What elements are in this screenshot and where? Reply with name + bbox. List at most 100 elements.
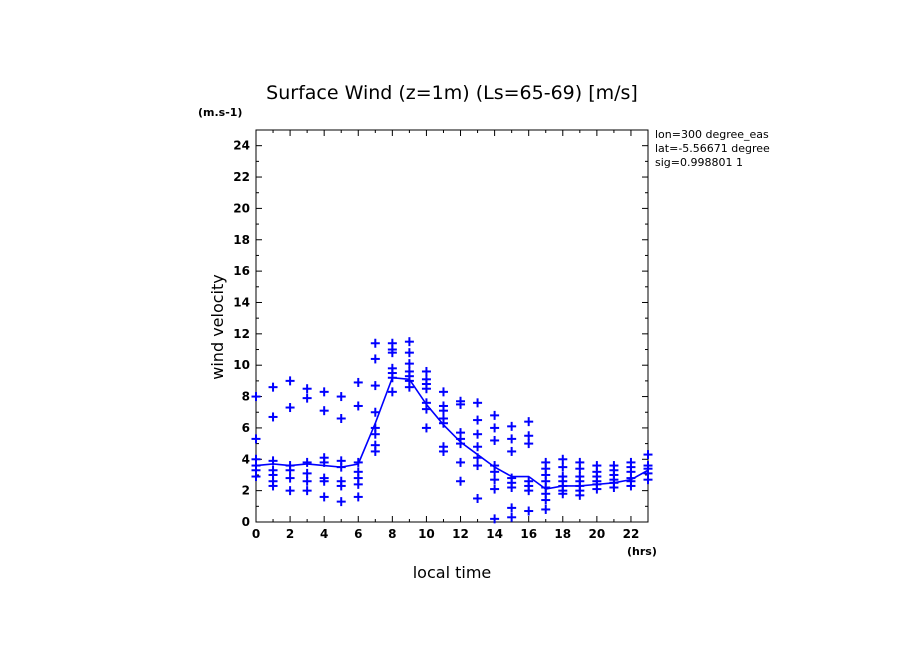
scatter-point xyxy=(507,446,517,456)
scatter-point xyxy=(473,461,483,471)
scatter-point xyxy=(490,467,500,477)
scatter-point xyxy=(609,483,619,493)
scatter-point xyxy=(268,382,278,392)
scatter-point xyxy=(302,384,312,394)
scatter-point xyxy=(404,359,414,369)
scatter-point xyxy=(421,423,431,433)
y-tick-label: 8 xyxy=(242,390,250,404)
y-tick-label: 12 xyxy=(233,327,250,341)
annotation-lat: lat=-5.56671 degree xyxy=(655,142,770,155)
scatter-point xyxy=(438,406,448,416)
scatter-point xyxy=(541,504,551,514)
scatter-point xyxy=(456,476,466,486)
scatter-point xyxy=(319,406,329,416)
scatter-point xyxy=(268,481,278,491)
x-tick-label: 0 xyxy=(252,527,260,541)
scatter-point xyxy=(251,392,261,402)
scatter-point xyxy=(353,479,363,489)
scatter-point xyxy=(387,387,397,397)
scatter-point xyxy=(319,387,329,397)
scatter-point xyxy=(490,484,500,494)
mean-line xyxy=(255,376,649,490)
scatter-point xyxy=(251,472,261,482)
y-axis-title: wind velocity xyxy=(208,274,227,379)
y-tick-label: 14 xyxy=(233,295,250,309)
y-tick-label: 20 xyxy=(233,201,250,215)
scatter-point xyxy=(558,454,568,464)
scatter-point xyxy=(524,506,534,516)
scatter-point xyxy=(507,434,517,444)
x-tick-label: 22 xyxy=(623,527,640,541)
scatter-point xyxy=(302,486,312,496)
x-unit-label: (hrs) xyxy=(627,545,657,558)
scatter-point xyxy=(558,462,568,472)
scatter-point xyxy=(575,464,585,474)
scatter-point xyxy=(507,483,517,493)
x-axis-title: local time xyxy=(413,563,492,582)
x-tick-label: 10 xyxy=(418,527,435,541)
scatter-point xyxy=(524,431,534,441)
scatter-point xyxy=(353,377,363,387)
scatter-point xyxy=(353,492,363,502)
scatter-point xyxy=(507,512,517,522)
scatter-point xyxy=(404,337,414,347)
scatter-point xyxy=(490,475,500,485)
scatter-point xyxy=(541,495,551,505)
scatter-point xyxy=(336,414,346,424)
scatter-point xyxy=(473,493,483,503)
chart-title: Surface Wind (z=1m) (Ls=65-69) [m/s] xyxy=(266,82,638,104)
scatter-point xyxy=(404,382,414,392)
scatter-point xyxy=(370,338,380,348)
scatter-point xyxy=(524,417,534,427)
plot-frame xyxy=(255,129,649,523)
x-tick-label: 6 xyxy=(354,527,362,541)
x-tick-label: 2 xyxy=(286,527,294,541)
scatter-point xyxy=(438,446,448,456)
scatter-point xyxy=(336,392,346,402)
data-layer xyxy=(251,337,653,524)
scatter-point xyxy=(456,399,466,409)
scatter-point xyxy=(421,366,431,376)
scatter-point xyxy=(370,446,380,456)
annotation-sig: sig=0.998801 1 xyxy=(655,156,743,169)
scatter-point xyxy=(524,439,534,449)
scatter-point xyxy=(387,348,397,358)
scatter-point xyxy=(473,442,483,452)
x-tick-label: 20 xyxy=(589,527,606,541)
scatter-point xyxy=(302,476,312,486)
y-tick-label: 6 xyxy=(242,421,250,435)
scatter-point xyxy=(302,457,312,467)
scatter-point xyxy=(473,415,483,425)
scatter-point xyxy=(370,381,380,391)
scatter-point xyxy=(319,476,329,486)
x-tick-label: 8 xyxy=(388,527,396,541)
y-tick-label: 4 xyxy=(242,452,250,466)
scatter-point xyxy=(490,410,500,420)
scatter-point xyxy=(404,348,414,358)
scatter-point xyxy=(438,387,448,397)
scatter-point xyxy=(507,503,517,513)
y-tick-label: 10 xyxy=(233,358,250,372)
scatter-point xyxy=(456,457,466,467)
scatter-point xyxy=(490,423,500,433)
y-tick-label: 24 xyxy=(233,139,250,153)
scatter-point xyxy=(319,492,329,502)
scatter-point xyxy=(285,465,295,475)
x-tick-label: 12 xyxy=(452,527,469,541)
scatter-point xyxy=(353,401,363,411)
y-tick-label: 22 xyxy=(233,170,250,184)
y-tick-label: 16 xyxy=(233,264,250,278)
scatter-point xyxy=(507,421,517,431)
scatter-point xyxy=(592,484,602,494)
scatter-point xyxy=(285,403,295,413)
scatter-point xyxy=(302,468,312,478)
scatter-point xyxy=(575,490,585,500)
x-tick-label: 16 xyxy=(520,527,537,541)
scatter-point xyxy=(370,354,380,364)
x-tick-label: 14 xyxy=(486,527,503,541)
y-tick-label: 0 xyxy=(242,515,250,529)
scatter-point xyxy=(370,429,380,439)
scatter-point xyxy=(490,514,500,524)
